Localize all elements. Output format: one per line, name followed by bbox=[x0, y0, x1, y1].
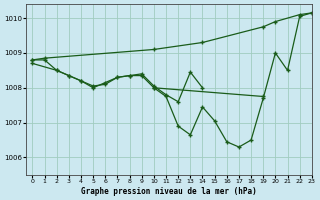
X-axis label: Graphe pression niveau de la mer (hPa): Graphe pression niveau de la mer (hPa) bbox=[81, 187, 257, 196]
